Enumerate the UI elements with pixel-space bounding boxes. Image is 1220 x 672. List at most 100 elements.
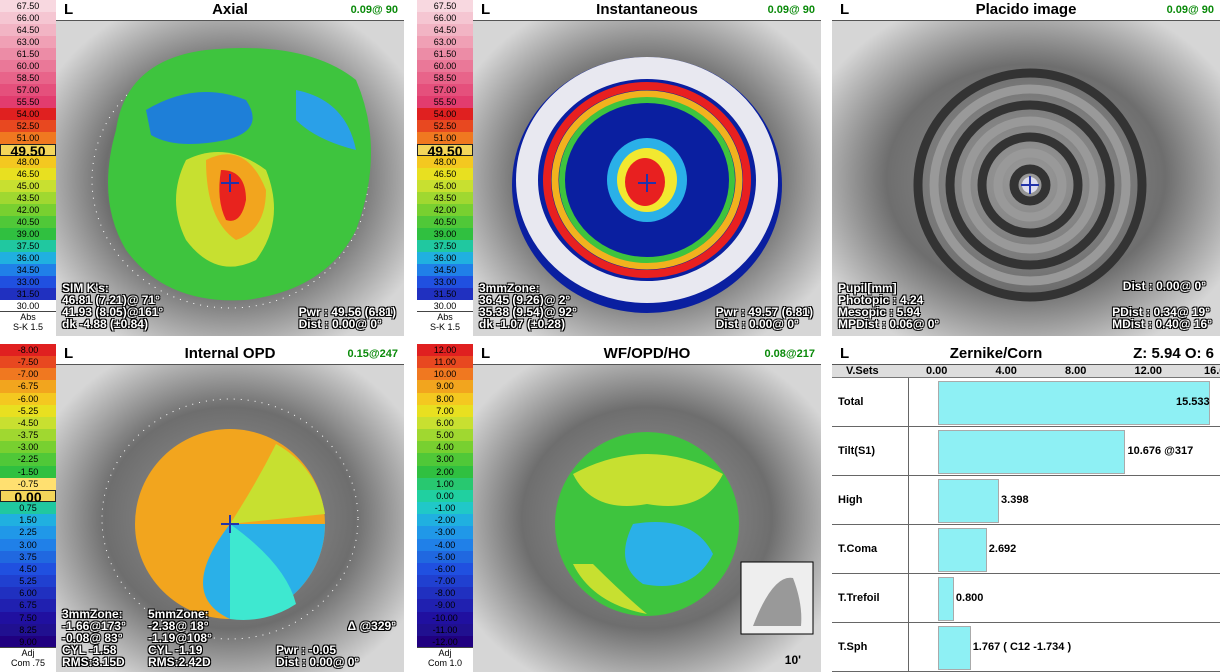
row-value: 1.767 ( C12 -1.734 ) [972, 641, 1072, 653]
zernike-bar [938, 577, 954, 621]
scale-value: 7.50 [0, 611, 56, 624]
internal-opd-map[interactable] [56, 364, 404, 672]
scale-value: 37.50 [0, 240, 56, 252]
scale-value: -9.00 [417, 599, 473, 612]
eye-label: L [481, 1, 491, 18]
scale-value: 51.00 [417, 132, 473, 144]
row-separator [908, 623, 909, 671]
scale-value: 30.00 [417, 300, 473, 312]
scale-value: 46.50 [417, 168, 473, 180]
scale-value: 64.50 [417, 24, 473, 36]
scale-value: 6.00 [0, 587, 56, 600]
zernike-bar [938, 528, 987, 572]
scale-value: 55.50 [417, 96, 473, 108]
scale-value: 39.00 [417, 228, 473, 240]
axial-color-scale: 67.50 66.00 64.50 63.00 61.50 60.00 58.50 57.00… [0, 0, 57, 336]
scale-value: 67.50 [417, 0, 473, 12]
zone-readout: 3mmZone: 36.45 (9.26)@ 2° 35.38 (9.54)@ … [479, 281, 577, 331]
scale-value: 10.00 [417, 368, 473, 381]
pupil-readout: Pupil[mm] Photopic : 4.24 Mesopic : 5.94… [838, 281, 940, 331]
scale-value: 0.75 [0, 502, 56, 515]
scale-value: 61.50 [417, 48, 473, 60]
sim-k-readout: SIM K's: 46.81 (7.21)@ 71° 41.93 (8.05)@… [62, 281, 164, 331]
scale-mode: Adj [438, 648, 452, 658]
scale-value: 2.00 [417, 465, 473, 478]
zernike-title: Zernike/Corn [949, 345, 1043, 362]
scale-value: -2.25 [0, 453, 56, 466]
power-readout: Pwr : 49.56 (6.81) Dist : 0.00@ 0° [298, 305, 396, 331]
scale-value: 61.50 [0, 48, 56, 60]
scale-value: 36.00 [417, 252, 473, 264]
placido-title-bar: L Placido image 0.09@ 90 [832, 0, 1220, 21]
scale-value: 48.00 [0, 156, 56, 168]
eye-label: L [840, 1, 850, 18]
scale-step: S-K 1.5 [12, 322, 43, 332]
map-title: WF/OPD/HO [603, 345, 691, 362]
instantaneous-map[interactable] [473, 20, 821, 336]
scale-mode: Abs [20, 312, 36, 322]
placido-image[interactable] [832, 20, 1220, 336]
scale-value: 63.00 [0, 36, 56, 48]
scale-value: 8.00 [417, 392, 473, 405]
scale-value: -11.00 [417, 623, 473, 636]
scale-value: -3.00 [417, 526, 473, 539]
zernike-row: T.Trefoil 0.800 [832, 574, 1220, 623]
row-label: Tilt(S1) [838, 445, 876, 457]
row-label: T.Coma [838, 543, 878, 555]
corner-readout: 0.09@ 90 [767, 4, 815, 16]
scale-value: 31.50 [417, 288, 473, 300]
zernike-title-bar: L Zernike/Corn Z: 5.94 O: 6 [832, 344, 1220, 365]
power-readout: Pwr : -0.05 Dist : 0.00@ 0° [276, 643, 360, 669]
scale-value: 55.50 [0, 96, 56, 108]
zernike-panel: L Zernike/Corn Z: 5.94 O: 6 V.Sets 0.00 4… [832, 344, 1220, 672]
map-title: Internal OPD [184, 345, 276, 362]
axial-map[interactable] [56, 20, 404, 336]
wavefront-map[interactable] [473, 364, 821, 672]
axis-tick-label: 4.00 [995, 365, 1017, 377]
scale-step: Com .75 [10, 658, 45, 668]
pdist-readout: PDist : 0.34@ 19° MDist : 0.40@ 16° [1112, 305, 1212, 331]
axis-readout: Δ @329° [347, 619, 396, 633]
map-title: Instantaneous [596, 1, 698, 18]
row-label: T.Sph [838, 641, 868, 653]
scale-value: 45.00 [417, 180, 473, 192]
row-value: 2.692 [988, 543, 1017, 555]
eye-label: L [64, 1, 74, 18]
scale-value: 12.00 [417, 344, 473, 357]
scale-value: 43.50 [0, 192, 56, 204]
zernike-row: High 3.398 [832, 476, 1220, 525]
scale-value: -5.00 [417, 550, 473, 563]
axial-title-bar: L Axial 0.09@ 90 [56, 0, 404, 21]
eye-label: L [840, 345, 850, 362]
row-separator [908, 574, 909, 622]
column-header: V.Sets [846, 365, 879, 377]
scale-value: 40.50 [417, 216, 473, 228]
scale-value: 0.00 [417, 489, 473, 503]
inst-color-scale: 67.50 66.00 64.50 63.00 61.50 60.00 58.50 57.00… [417, 0, 474, 336]
zone-3mm-readout: 3mmZone: -1.66@173° -0.08@ 83° CYL -1.58… [62, 607, 126, 669]
scale-value: 58.50 [0, 72, 56, 84]
scale-value: 6.00 [417, 416, 473, 430]
scale-value: 52.50 [0, 120, 56, 132]
scale-value: 51.00 [0, 132, 56, 144]
scale-value: -10.00 [417, 611, 473, 624]
scale-value: 5.25 [0, 575, 56, 588]
scale-value: -7.00 [417, 575, 473, 588]
zone-5mm-readout: 5mmZone: -2.38@ 18° -1.19@108° CYL -1.19… [148, 607, 212, 669]
scale-value: 64.50 [0, 24, 56, 36]
eye-label: L [481, 345, 491, 362]
map-title: Placido image [975, 1, 1077, 18]
scale-value: 40.50 [0, 216, 56, 228]
power-readout: Pwr : 49.57 (6.81) Dist : 0.00@ 0° [715, 305, 813, 331]
scale-value: 48.00 [417, 156, 473, 168]
scale-value: 54.00 [417, 108, 473, 120]
placido-panel: L Placido image 0.09@ 90 Pupil[mm [832, 0, 1220, 336]
scale-value: -4.50 [0, 416, 56, 430]
zernike-bar [938, 430, 1126, 474]
scale-value: 3.00 [0, 538, 56, 551]
zernike-axis-header: V.Sets 0.00 4.00 8.00 12.00 16.00 [832, 365, 1220, 378]
scale-step: Com 1.0 [427, 658, 462, 668]
scale-value: 8.25 [0, 623, 56, 636]
wf-title-bar: L WF/OPD/HO 0.08@217 [473, 344, 821, 365]
internal-opd-panel: -8.00 -7.50 -7.00 -6.75 -6.00 -5.25 -4.50 -3.75… [0, 344, 404, 672]
